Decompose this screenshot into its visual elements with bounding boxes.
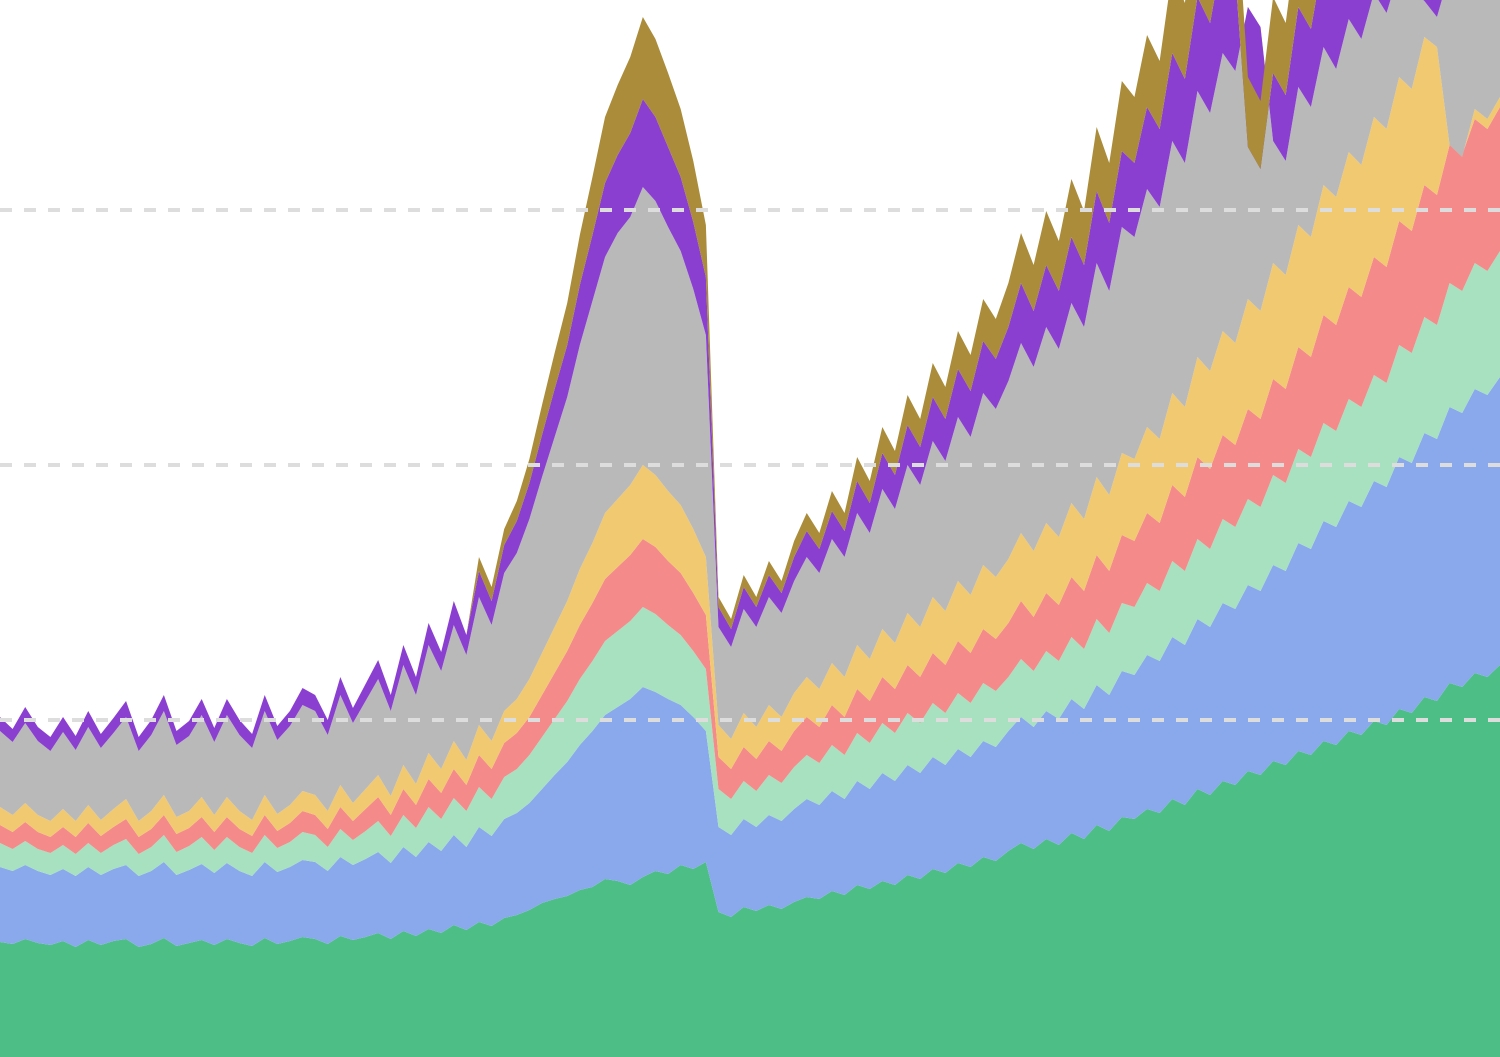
stacked-area-chart	[0, 0, 1500, 1057]
chart-svg	[0, 0, 1500, 1057]
area-layers	[0, 0, 1500, 1057]
